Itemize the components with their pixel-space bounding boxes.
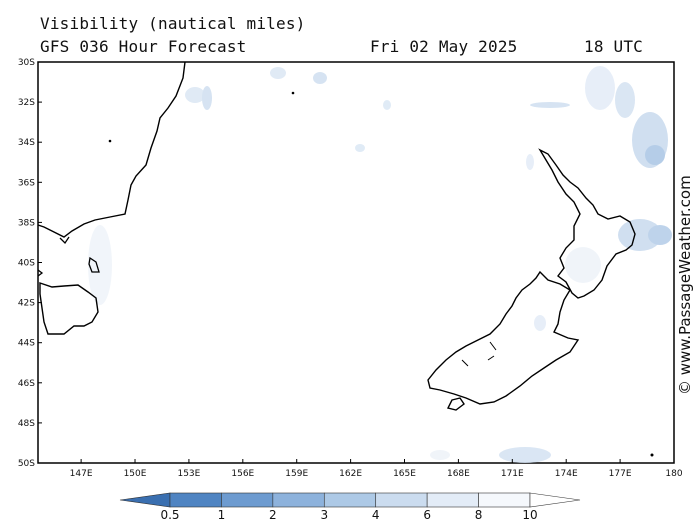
latitude-axis: 30S 32S 34S 36S 38S 40S 42S 44S 46S 48S 50S <box>18 58 42 469</box>
model-label: GFS 036 Hour Forecast <box>40 37 247 56</box>
colorbar-min-arrow <box>119 492 171 508</box>
colorbar-label: 6 <box>423 508 431 522</box>
lon-tick-label: 177E <box>609 469 632 479</box>
lon-tick-label: 171E <box>501 469 524 479</box>
lon-tick-label: 153E <box>177 469 200 479</box>
stewart-island-coastline <box>446 397 465 411</box>
colorbar-segment <box>169 492 222 508</box>
lat-tick-label: 44S <box>18 339 35 349</box>
colorbar-label: 4 <box>372 508 380 522</box>
colorbar-label: 1 <box>218 508 226 522</box>
colorbar-segment <box>478 492 531 508</box>
colorbar-segment <box>272 492 325 508</box>
visibility-colorbar: 0.5 1 2 3 4 6 8 10 <box>119 492 581 522</box>
lon-tick-label: 174E <box>555 469 578 479</box>
lon-tick-label: 150E <box>124 469 147 479</box>
forecast-date: Fri 02 May 2025 <box>370 37 518 56</box>
australia-coastline <box>37 61 186 238</box>
lat-tick-label: 40S <box>18 259 35 269</box>
lon-tick-label: 165E <box>393 469 416 479</box>
colorbar-max-arrow <box>529 492 581 508</box>
lon-tick-label: 156E <box>231 469 254 479</box>
nz-south-island-coastline <box>427 270 580 405</box>
colorbar-label: 10 <box>522 508 537 522</box>
lat-tick-label: 42S <box>18 299 35 309</box>
lon-tick-label: 159E <box>285 469 308 479</box>
colorbar-segment <box>375 492 428 508</box>
lat-tick-label: 50S <box>18 459 35 469</box>
lat-tick-label: 30S <box>18 58 35 68</box>
colorbar-segment <box>323 492 377 508</box>
lon-tick-label: 162E <box>339 469 362 479</box>
colorbar-label: 3 <box>320 508 328 522</box>
nz-north-island-coastline <box>538 148 636 299</box>
lon-tick-label: 168E <box>447 469 470 479</box>
colorbar-segment <box>426 492 479 508</box>
lat-tick-label: 34S <box>18 138 35 148</box>
lat-tick-label: 48S <box>18 419 35 429</box>
lat-tick-label: 36S <box>18 178 35 188</box>
longitude-axis: 147E 150E 153E 156E 159E 162E 165E 168E 171E 174E… <box>70 459 683 479</box>
forecast-time: 18 UTC <box>584 37 643 56</box>
colorbar-label: 8 <box>475 508 483 522</box>
lat-tick-label: 38S <box>18 218 35 228</box>
lat-tick-label: 46S <box>18 379 35 389</box>
map-title: Visibility (nautical miles) <box>40 14 306 33</box>
colorbar-label: 2 <box>269 508 277 522</box>
lon-tick-label: 147E <box>70 469 93 479</box>
tasmania-coastline <box>39 282 99 335</box>
lat-tick-label: 32S <box>18 98 35 108</box>
colorbar-segment <box>221 492 274 508</box>
colorbar-label: 0.5 <box>160 508 179 522</box>
lon-tick-label: 180 <box>665 469 682 479</box>
